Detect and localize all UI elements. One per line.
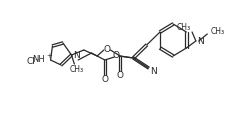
Text: CH₃: CH₃ [210,27,224,37]
Text: O: O [103,46,110,55]
Text: CH₃: CH₃ [69,64,83,73]
Text: N: N [73,51,80,60]
Text: +: + [47,53,53,59]
Text: N: N [197,37,204,46]
Text: CH₃: CH₃ [177,24,191,33]
Text: O: O [101,75,108,84]
Text: O: O [113,51,120,60]
Text: Cl⁻: Cl⁻ [27,57,40,66]
Text: NH: NH [32,55,45,64]
Text: N: N [150,66,157,75]
Text: O: O [117,71,124,80]
